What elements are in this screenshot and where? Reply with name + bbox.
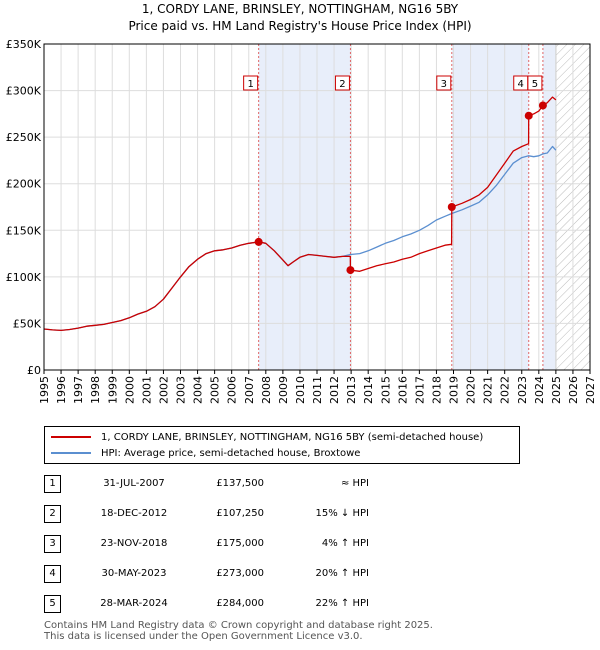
table-row: 2 18-DEC-2012 £107,250 15% ↓ HPI: [44, 505, 564, 523]
sale-date: 31-JUL-2007: [103, 478, 165, 489]
x-tick-label: 2003: [175, 376, 188, 404]
sale-point: [538, 101, 547, 110]
sale-price: £175,000: [216, 538, 264, 549]
x-tick-label: 2015: [379, 376, 392, 404]
x-tick-label: 2016: [396, 376, 409, 404]
sale-hpi-relation: 4% ↑ HPI: [321, 538, 369, 549]
sale-number-box: [334, 75, 350, 91]
x-tick-label: 2021: [482, 376, 495, 404]
legend-swatch-hpi: [51, 452, 91, 454]
sale-date: 23-NOV-2018: [100, 538, 168, 549]
sale-number-badge: 4: [44, 565, 61, 583]
x-tick-label: 2022: [499, 376, 512, 404]
x-tick-label: 2018: [430, 376, 443, 404]
x-tick-label: 1998: [89, 376, 102, 404]
sale-date: 30-MAY-2023: [101, 568, 167, 579]
sale-period-shading: [542, 44, 556, 370]
sale-hpi-relation: 20% ↑ HPI: [315, 568, 369, 579]
y-tick-label: £300K: [6, 85, 42, 98]
legend-item-property: 1, CORDY LANE, BRINSLEY, NOTTINGHAM, NG1…: [51, 429, 483, 445]
sale-date: 28-MAR-2024: [100, 598, 168, 609]
sale-hpi-relation: 22% ↑ HPI: [315, 598, 369, 609]
sale-period-shading: [258, 44, 351, 370]
x-tick-label: 2014: [362, 376, 375, 404]
sale-number-label: 1: [247, 79, 253, 90]
x-tick-label: 2006: [226, 376, 239, 404]
x-tick-label: 2020: [465, 376, 478, 404]
x-tick-label: 2023: [516, 376, 529, 404]
chart-subtitle: Price paid vs. HM Land Registry's House …: [128, 19, 472, 33]
x-tick-label: 2026: [567, 376, 580, 404]
x-tick-label: 2009: [277, 376, 290, 404]
x-tick-label: 2000: [123, 376, 136, 404]
sale-date: 18-DEC-2012: [100, 508, 168, 519]
legend-item-hpi: HPI: Average price, semi-detached house,…: [51, 445, 360, 461]
y-tick-label: £100K: [6, 271, 42, 284]
sale-number-label: 4: [518, 79, 524, 90]
sale-price: £273,000: [216, 568, 264, 579]
y-tick-label: £0: [27, 364, 41, 377]
x-tick-label: 2007: [243, 376, 256, 404]
x-tick-label: 2027: [584, 376, 597, 404]
x-tick-label: 1997: [72, 376, 85, 404]
x-tick-label: 2017: [413, 376, 426, 404]
y-tick-label: £250K: [6, 131, 42, 144]
sale-number-label: 5: [532, 79, 538, 90]
y-tick-label: £50K: [13, 317, 42, 330]
table-row: 4 30-MAY-2023 £273,000 20% ↑ HPI: [44, 565, 564, 583]
sale-number-badge: 1: [44, 475, 61, 493]
sale-price: £137,500: [216, 478, 264, 489]
x-tick-label: 2013: [345, 376, 358, 404]
x-tick-label: 2001: [140, 376, 153, 404]
x-tick-label: 2010: [294, 376, 307, 404]
plot-frame: [43, 43, 591, 371]
x-tick-label: 2004: [192, 376, 205, 404]
property-price-line: [43, 96, 557, 332]
footer-license: This data is licensed under the Open Gov…: [44, 631, 363, 642]
y-tick-label: £200K: [6, 178, 42, 191]
sale-number-box: [527, 75, 543, 91]
footer-copyright: Contains HM Land Registry data © Crown c…: [44, 620, 433, 631]
sale-period-shading: [451, 44, 529, 370]
table-row: 5 28-MAR-2024 £284,000 22% ↑ HPI: [44, 595, 564, 613]
sale-number-box: [243, 75, 259, 91]
x-tick-label: 2011: [311, 376, 324, 404]
sale-point: [346, 266, 355, 275]
sale-number-label: 3: [441, 79, 447, 90]
x-tick-label: 2012: [328, 376, 341, 404]
x-tick-label: 2002: [157, 376, 170, 404]
legend-swatch-property: [51, 436, 91, 438]
sale-point: [524, 111, 533, 120]
sale-hpi-relation: ≈ HPI: [340, 478, 369, 489]
legend: 1, CORDY LANE, BRINSLEY, NOTTINGHAM, NG1…: [44, 426, 520, 464]
legend-label-property: 1, CORDY LANE, BRINSLEY, NOTTINGHAM, NG1…: [101, 431, 484, 443]
sale-number-box: [436, 75, 452, 91]
price-chart: £0 £50K £100K £150K £200K £250K £300K £350K 1995…: [6, 38, 597, 404]
sale-number-badge: 2: [44, 505, 61, 523]
table-row: 3 23-NOV-2018 £175,000 4% ↑ HPI: [44, 535, 564, 553]
x-tick-label: 1999: [106, 376, 119, 404]
x-tick-label: 2005: [209, 376, 222, 404]
legend-label-hpi: HPI: Average price, semi-detached house,…: [101, 447, 361, 459]
sale-number-label: 2: [339, 79, 345, 90]
x-tick-label: 2019: [448, 376, 461, 404]
sale-point: [447, 203, 456, 211]
sale-price: £107,250: [216, 508, 264, 519]
x-tick-label: 2024: [533, 376, 546, 404]
chart-title: 1, CORDY LANE, BRINSLEY, NOTTINGHAM, NG1…: [141, 2, 459, 16]
x-tick-label: 1996: [55, 376, 68, 404]
footer: Contains HM Land Registry data © Crown c…: [44, 620, 433, 642]
y-tick-label: £350K: [6, 38, 42, 51]
sale-number-badge: 5: [44, 595, 61, 613]
sale-number-badge: 3: [44, 535, 61, 553]
sale-hpi-relation: 15% ↓ HPI: [315, 508, 369, 519]
table-row: 1 31-JUL-2007 £137,500 ≈ HPI: [44, 475, 564, 493]
sale-point: [254, 237, 263, 246]
y-tick-label: £150K: [6, 224, 42, 237]
sale-price: £284,000: [216, 598, 264, 609]
x-tick-label: 2025: [550, 376, 563, 404]
x-tick-label: 1995: [38, 376, 51, 404]
x-tick-label: 2008: [260, 376, 273, 404]
